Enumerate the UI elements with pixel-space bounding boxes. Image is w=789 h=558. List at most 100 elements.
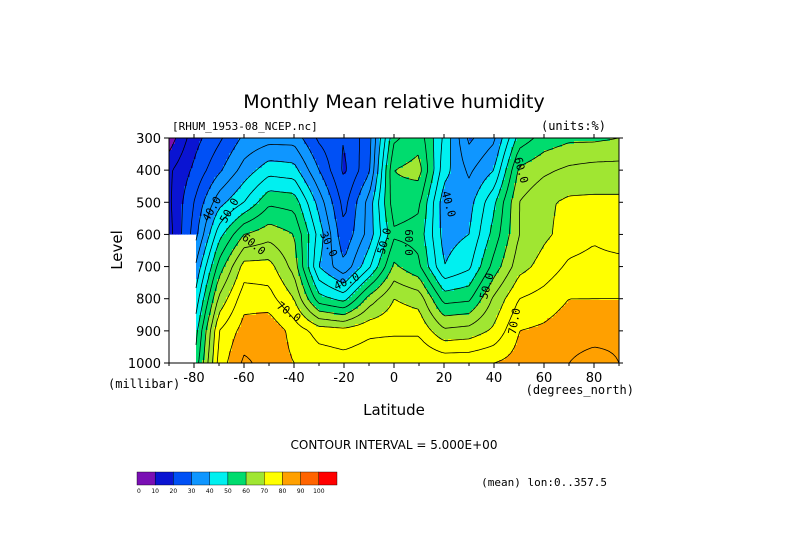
heatmap-cell — [466, 156, 470, 160]
heatmap-cell — [175, 138, 179, 142]
heatmap-cell — [211, 165, 215, 169]
heatmap-cell — [586, 165, 590, 169]
heatmap-cell — [214, 144, 218, 148]
heatmap-cell — [532, 147, 536, 151]
heatmap-cell — [304, 159, 308, 163]
heatmap-cell — [610, 150, 614, 154]
heatmap-cell — [223, 138, 227, 142]
heatmap-cell — [484, 144, 488, 148]
heatmap-cell — [292, 153, 296, 157]
heatmap-cell — [595, 144, 599, 148]
heatmap-cell — [478, 147, 482, 151]
heatmap-cell — [382, 165, 386, 169]
heatmap-cell — [472, 141, 476, 145]
heatmap-cell — [271, 138, 275, 142]
heatmap-cell — [349, 165, 353, 169]
heatmap-cell — [217, 141, 221, 145]
heatmap-cell — [229, 162, 233, 166]
heatmap-cell — [352, 168, 356, 172]
heatmap-cell — [328, 141, 332, 145]
heatmap-cell — [217, 147, 221, 151]
heatmap-cell — [571, 156, 575, 160]
heatmap-cell — [550, 162, 554, 166]
heatmap-cell — [592, 138, 596, 142]
heatmap-cell — [490, 156, 494, 160]
heatmap-cell — [259, 168, 263, 172]
heatmap-cell — [301, 156, 305, 160]
heatmap-cell — [310, 168, 314, 172]
heatmap-cell — [604, 159, 608, 163]
heatmap-cell — [325, 141, 329, 145]
heatmap-cell — [244, 144, 248, 148]
heatmap-cell — [292, 150, 296, 154]
heatmap-cell — [295, 168, 299, 172]
heatmap-cell — [304, 150, 308, 154]
heatmap-cell — [325, 162, 329, 166]
heatmap-cell — [430, 144, 434, 148]
heatmap-cell — [610, 153, 614, 157]
heatmap-cell — [295, 153, 299, 157]
heatmap-cell — [514, 153, 518, 157]
heatmap-cell — [295, 156, 299, 160]
heatmap-cell — [262, 153, 266, 157]
heatmap-cell — [184, 144, 188, 148]
heatmap-cell — [265, 168, 269, 172]
heatmap-cell — [610, 147, 614, 151]
heatmap-cell — [541, 141, 545, 145]
heatmap-cell — [529, 141, 533, 145]
heatmap-cell — [424, 165, 428, 169]
heatmap-cell — [442, 141, 446, 145]
heatmap-cell — [268, 165, 272, 169]
heatmap-cell — [256, 159, 260, 163]
heatmap-cell — [214, 153, 218, 157]
heatmap-cell — [469, 168, 473, 172]
heatmap-cell — [322, 165, 326, 169]
heatmap-cell — [391, 138, 395, 142]
heatmap-cell — [361, 165, 365, 169]
heatmap-cell — [217, 156, 221, 160]
heatmap-cell — [199, 168, 203, 172]
heatmap-cell — [334, 147, 338, 151]
heatmap-cell — [358, 150, 362, 154]
heatmap-cell — [250, 153, 254, 157]
heatmap-cell — [556, 165, 560, 169]
heatmap-cell — [568, 138, 572, 142]
heatmap-cell — [337, 168, 341, 172]
heatmap-cell — [235, 141, 239, 145]
heatmap-cell — [205, 153, 209, 157]
heatmap-cell — [457, 156, 461, 160]
heatmap-cell — [241, 168, 245, 172]
heatmap-cell — [469, 141, 473, 145]
heatmap-cell — [256, 141, 260, 145]
heatmap-cell — [274, 156, 278, 160]
heatmap-cell — [370, 168, 374, 172]
heatmap-cell — [331, 147, 335, 151]
heatmap-cell — [577, 138, 581, 142]
heatmap-cell — [508, 147, 512, 151]
heatmap-cell — [226, 165, 230, 169]
heatmap-cell — [259, 162, 263, 166]
heatmap-cell — [238, 156, 242, 160]
heatmap-cell — [454, 165, 458, 169]
heatmap-cell — [430, 138, 434, 142]
heatmap-cell — [202, 144, 206, 148]
heatmap-cell — [424, 153, 428, 157]
heatmap-cell — [580, 153, 584, 157]
heatmap-cell — [493, 150, 497, 154]
heatmap-cell — [298, 156, 302, 160]
heatmap-cell — [229, 165, 233, 169]
heatmap-cell — [580, 156, 584, 160]
heatmap-cell — [232, 144, 236, 148]
heatmap-cell — [556, 138, 560, 142]
heatmap-cell — [517, 159, 521, 163]
heatmap-cell — [382, 159, 386, 163]
heatmap-cell — [367, 156, 371, 160]
heatmap-cell — [400, 168, 404, 172]
heatmap-cell — [313, 168, 317, 172]
heatmap-cell — [607, 141, 611, 145]
heatmap-cell — [256, 162, 260, 166]
heatmap-cell — [175, 144, 179, 148]
heatmap-cell — [298, 159, 302, 163]
heatmap-cell — [499, 156, 503, 160]
heatmap-cell — [466, 147, 470, 151]
